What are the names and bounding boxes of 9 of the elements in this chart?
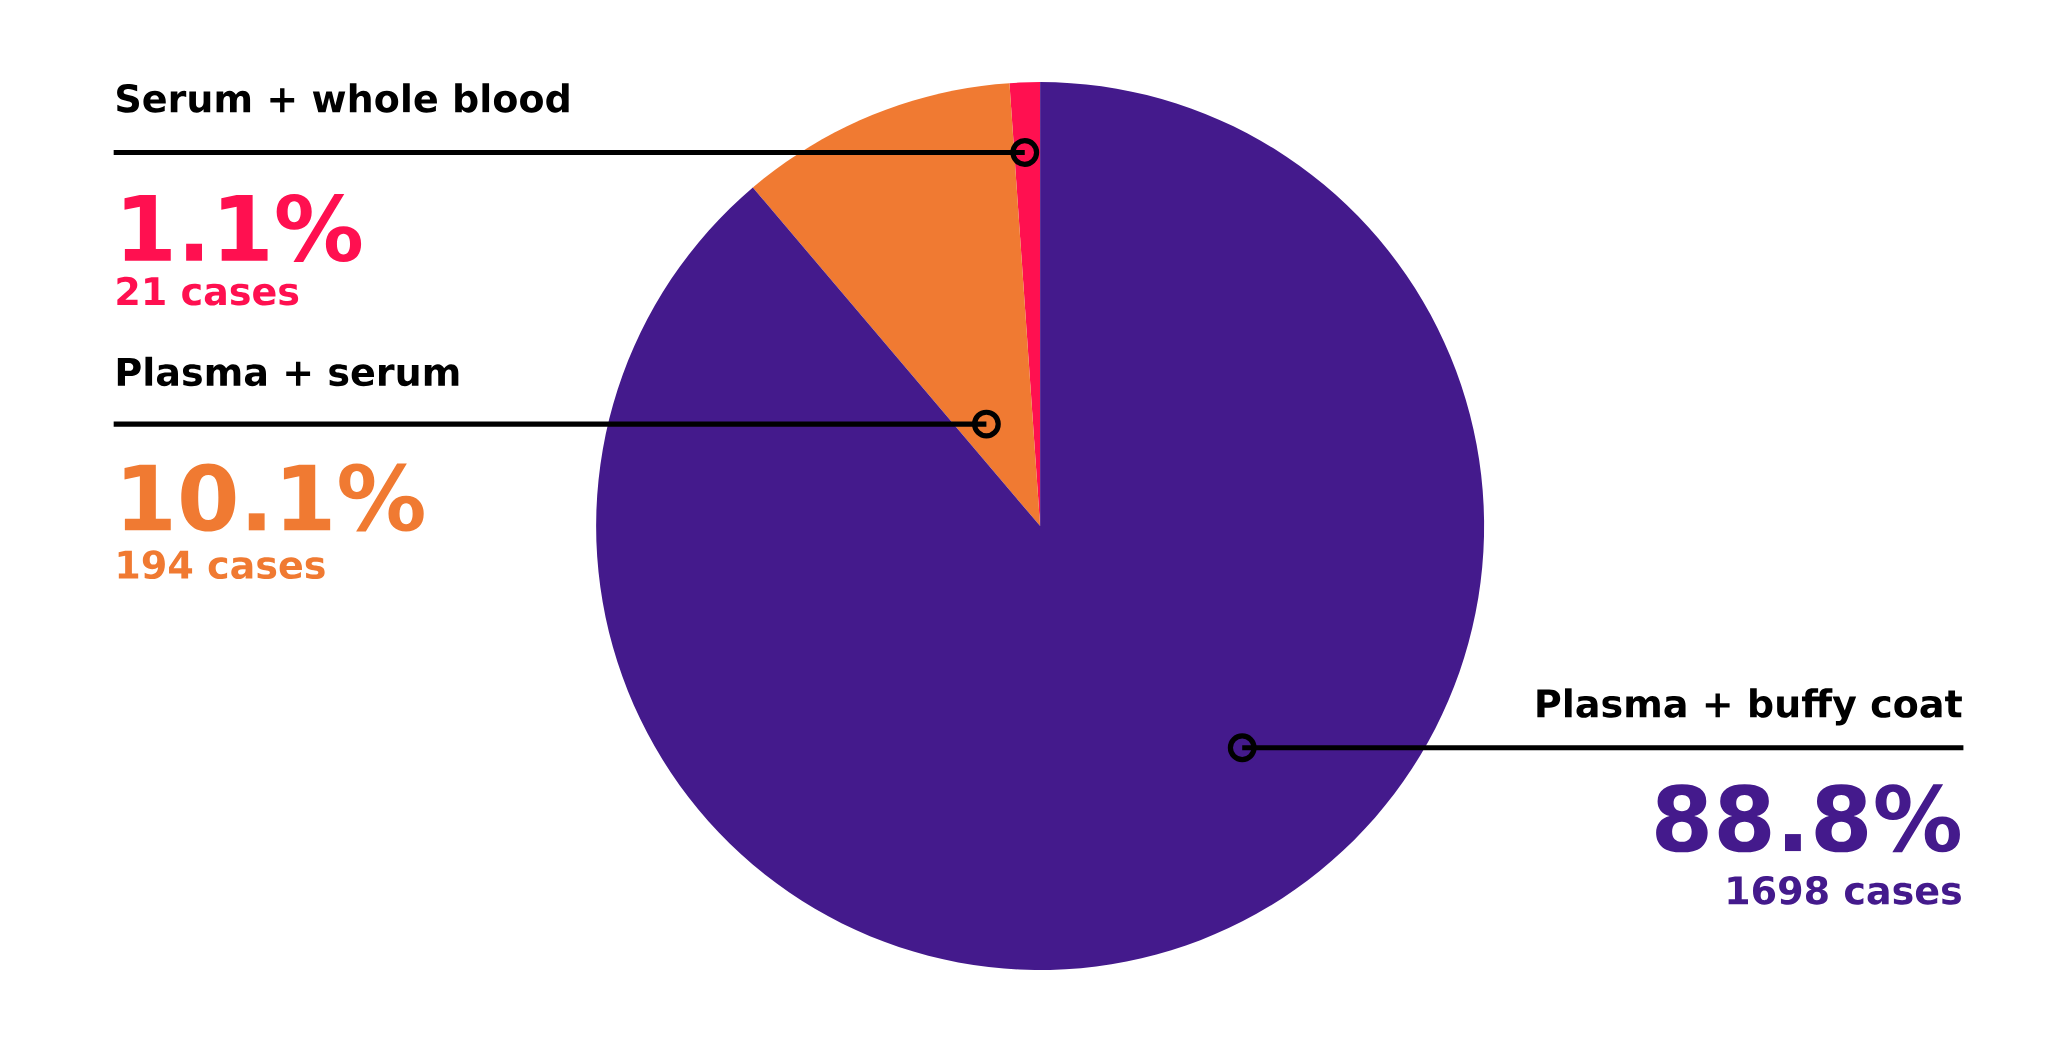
text: 194 cases bbox=[118, 550, 325, 580]
data-label: 1.1% bbox=[124, 194, 362, 263]
slice-label: Plasma + buffy coat bbox=[1537, 688, 1962, 726]
data-label: 88.8% bbox=[1656, 784, 1960, 853]
text: 21 cases bbox=[117, 276, 299, 306]
data-label: 10.1% bbox=[124, 463, 424, 532]
slice-label: Plasma + serum bbox=[117, 356, 459, 387]
slice-label: Serum + whole blood bbox=[117, 83, 569, 113]
text: 1698 cases bbox=[1728, 876, 1961, 905]
